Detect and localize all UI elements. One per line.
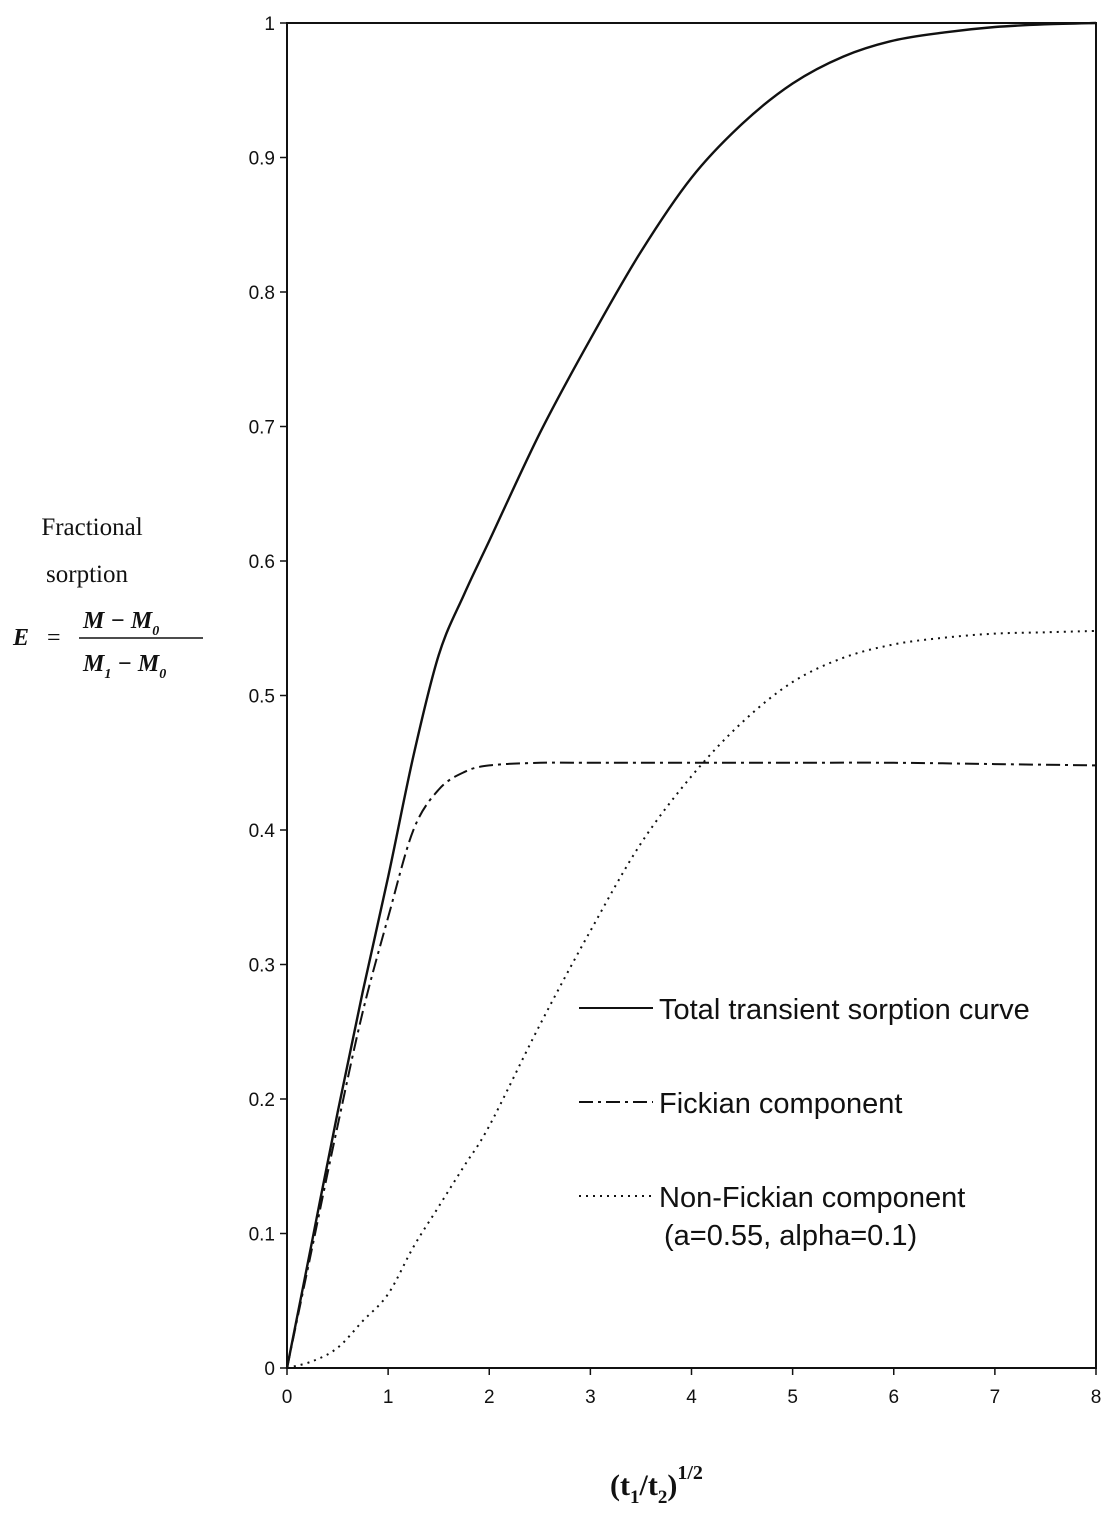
formula-denominator-sub1: 1 <box>104 667 111 682</box>
x-tick-label: 2 <box>484 1387 495 1408</box>
formula-denominator-m1: M <box>82 651 106 677</box>
formula-numerator-sub: 0 <box>152 624 159 639</box>
x-tick-label: 0 <box>282 1387 293 1408</box>
legend: Total transient sorption curve Fickian c… <box>579 994 1030 1252</box>
x-tick-label: 6 <box>888 1387 899 1408</box>
y-tick-label: 0.2 <box>249 1090 275 1111</box>
plot-area-frame <box>286 22 1097 1369</box>
x-tick-label: 5 <box>787 1387 798 1408</box>
formula-numerator: M − M0 <box>82 608 159 639</box>
y-tick-label: 0.6 <box>249 552 275 573</box>
y-axis-ticks: 0 0.1 0.2 0.3 0.4 0.5 0.6 0.7 0.8 0.9 1 <box>249 14 287 1380</box>
formula-denominator-sub2: 0 <box>159 667 166 682</box>
y-tick-label: 0.5 <box>249 687 275 708</box>
x-axis-label-sub1: 1 <box>630 1487 640 1508</box>
formula-lhs: E <box>12 625 29 651</box>
y-axis-label-line1: Fractional <box>41 514 142 541</box>
y-tick-label: 0.9 <box>249 149 275 170</box>
legend-label-nonfickian-params: (a=0.55, alpha=0.1) <box>664 1220 917 1252</box>
y-tick-label: 0.3 <box>249 956 275 977</box>
y-tick-label: 1 <box>264 14 275 35</box>
x-tick-label: 1 <box>383 1387 394 1408</box>
series-line-total <box>285 21 1097 1369</box>
sorption-formula: E = M − M0 M1 − M0 <box>12 608 203 682</box>
x-tick-label: 4 <box>686 1387 697 1408</box>
y-tick-label: 0.8 <box>249 283 275 304</box>
formula-denominator-mid: − M <box>111 651 161 677</box>
x-tick-label: 3 <box>585 1387 596 1408</box>
x-axis-label-close: ) <box>667 1469 677 1502</box>
y-axis-label-line2: sorption <box>46 561 128 588</box>
formula-denominator: M1 − M0 <box>82 651 166 682</box>
x-axis-label-sub2: 2 <box>658 1487 668 1508</box>
legend-label-fickian: Fickian component <box>659 1088 902 1120</box>
x-tick-label: 8 <box>1091 1387 1102 1408</box>
y-tick-label: 0.1 <box>249 1225 275 1246</box>
y-tick-label: 0.7 <box>249 418 275 439</box>
x-axis-label-mid: /t <box>638 1469 657 1502</box>
series-layer <box>285 21 1097 1369</box>
x-tick-label: 7 <box>990 1387 1001 1408</box>
x-axis-label-sup: 1/2 <box>677 1462 703 1484</box>
x-axis-ticks: 0 1 2 3 4 5 6 7 8 <box>282 1368 1102 1408</box>
legend-label-total: Total transient sorption curve <box>659 994 1030 1026</box>
series-line-fickian <box>286 761 1097 1369</box>
y-tick-label: 0 <box>264 1359 275 1380</box>
formula-numerator-main: M − M <box>82 608 154 634</box>
formula-equals: = <box>47 625 61 651</box>
y-tick-label: 0.4 <box>249 821 276 842</box>
x-axis-label: (t1/t2)1/2 <box>610 1462 703 1508</box>
x-axis-label-base: (t <box>610 1469 630 1502</box>
legend-label-nonfickian: Non-Fickian component <box>659 1182 965 1214</box>
